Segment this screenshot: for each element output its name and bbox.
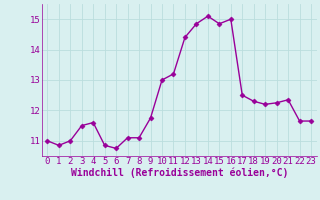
X-axis label: Windchill (Refroidissement éolien,°C): Windchill (Refroidissement éolien,°C) — [70, 168, 288, 178]
